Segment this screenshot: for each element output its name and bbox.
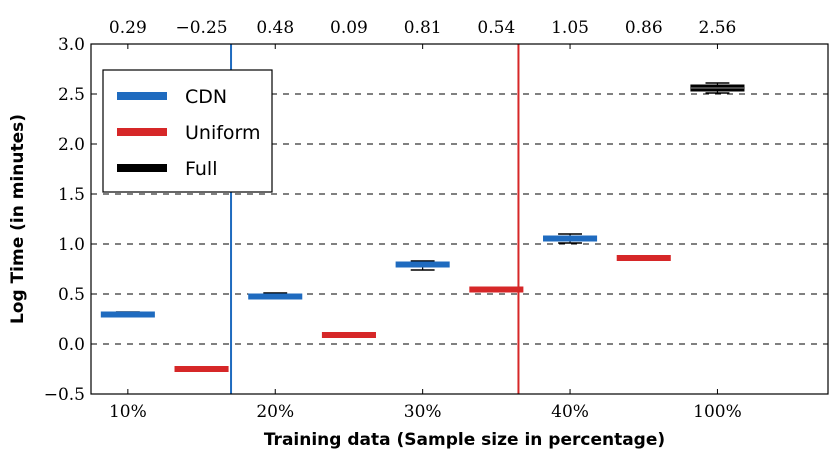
top-value-label: 0.29 [109, 18, 147, 38]
x-tick-label: 100% [693, 402, 742, 422]
legend-swatch-full [117, 164, 167, 172]
x-tick-label: 20% [256, 402, 294, 422]
top-value-label: 0.81 [404, 18, 442, 38]
legend-label-cdn: CDN [185, 86, 227, 108]
top-value-label: −0.25 [175, 18, 227, 38]
y-axis-label: Log Time (in minutes) [8, 114, 28, 324]
y-tick-label: 0.5 [58, 285, 85, 305]
legend-label-uniform: Uniform [185, 122, 261, 144]
y-tick-label: 2.5 [58, 85, 85, 105]
y-tick-label: 2.0 [58, 135, 85, 155]
x-tick-label: 10% [109, 402, 147, 422]
top-value-label: 0.48 [256, 18, 294, 38]
legend-swatch-cdn [117, 92, 167, 100]
x-tick-label: 40% [551, 402, 589, 422]
legend-swatch-uniform [117, 128, 167, 136]
x-tick-label: 30% [404, 402, 442, 422]
top-value-label: 2.56 [699, 18, 737, 38]
legend-label-full: Full [185, 158, 218, 180]
y-tick-label: 1.5 [58, 185, 85, 205]
top-value-label: 0.09 [330, 18, 368, 38]
top-value-label: 0.86 [625, 18, 663, 38]
y-tick-label: 3.0 [58, 35, 85, 55]
y-tick-label: −0.5 [44, 385, 85, 405]
y-tick-label: 1.0 [58, 235, 85, 255]
top-value-label: 0.54 [477, 18, 515, 38]
y-tick-label: 0.0 [58, 335, 85, 355]
top-value-label: 1.05 [551, 18, 589, 38]
axes-frame [90, 43, 829, 395]
x-axis-label: Training data (Sample size in percentage… [264, 430, 665, 450]
